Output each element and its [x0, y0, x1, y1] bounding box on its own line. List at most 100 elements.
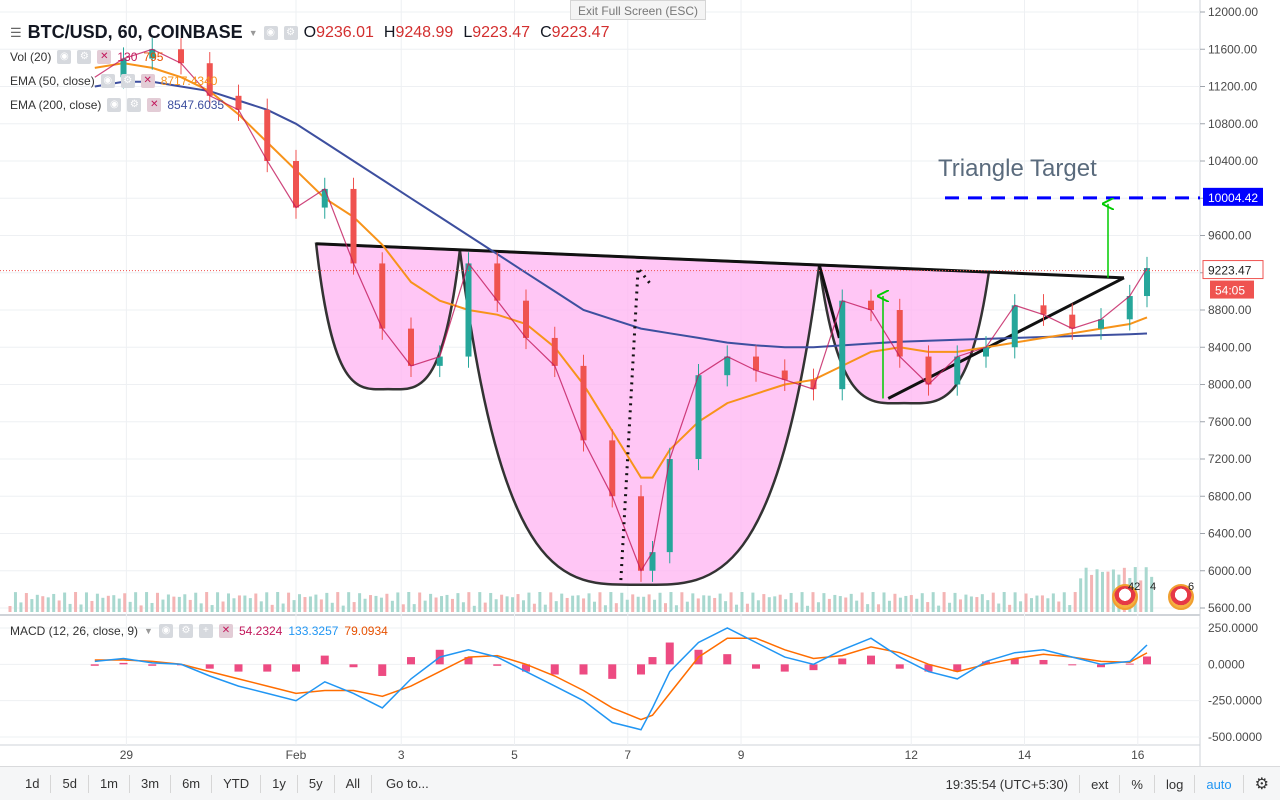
time-tick-label: Feb: [286, 748, 307, 762]
goto-button[interactable]: Go to...: [386, 776, 429, 791]
vol-label[interactable]: Vol (20): [10, 50, 52, 64]
timeframe-all[interactable]: All: [345, 776, 361, 791]
macd-histogram-bar: [1010, 658, 1019, 665]
candle-body: [436, 356, 443, 366]
volume-bar: [52, 593, 56, 612]
clock-readout[interactable]: 19:35:54 (UTC+5:30): [945, 776, 1069, 792]
macd-label[interactable]: MACD (12, 26, close, 9): [10, 624, 139, 638]
volume-bar: [177, 596, 181, 612]
volume-bar: [664, 603, 667, 612]
timeframe-separator: [333, 774, 335, 793]
ema50-hide-icon[interactable]: ◉: [100, 74, 115, 88]
ohlc-label-h: H: [383, 23, 396, 41]
handle-trendline: [817, 264, 841, 339]
macd-add-icon[interactable]: +: [198, 624, 213, 638]
log-toggle[interactable]: log: [1165, 776, 1184, 792]
volume-bar: [84, 592, 88, 612]
volume-bar: [237, 595, 241, 612]
exit-fullscreen-hint[interactable]: Exit Full Screen (ESC): [570, 0, 706, 20]
timeframe-1d[interactable]: 1d: [25, 776, 40, 791]
volume-bar: [877, 604, 881, 612]
cup-bowl: [458, 248, 821, 586]
volume-bar: [461, 602, 465, 612]
ema50-remove-icon[interactable]: ✕: [140, 74, 155, 88]
ema200-hide-icon[interactable]: ◉: [107, 98, 122, 112]
timeframe-1y[interactable]: 1y: [272, 776, 286, 791]
volume-bar: [396, 592, 400, 612]
macd-histogram-bar: [148, 664, 157, 666]
volume-bar: [1019, 601, 1023, 612]
macd-histogram-bar: [752, 664, 760, 669]
volume-bar: [887, 600, 891, 612]
volume-bar: [369, 595, 373, 612]
volume-bar: [330, 602, 334, 612]
volume-bar: [161, 599, 165, 612]
flag-icon-2[interactable]: [1168, 584, 1194, 610]
volume-bar: [866, 604, 870, 612]
time-tick-label: 7: [624, 748, 631, 762]
macd-line-value: 133.3257: [288, 624, 339, 638]
timeframe-ytd[interactable]: YTD: [223, 776, 250, 791]
volume-bar: [729, 592, 733, 612]
volume-bar: [494, 599, 498, 612]
timeframe-3m[interactable]: 3m: [141, 776, 160, 791]
symbol-title[interactable]: BTC/USD, 60, COINBASE: [27, 22, 243, 42]
ema50-label[interactable]: EMA (50, close): [10, 74, 95, 88]
macd-settings-icon[interactable]: ⚙: [178, 624, 193, 638]
timeframe-6m[interactable]: 6m: [182, 776, 201, 791]
timeframe-5y[interactable]: 5y: [308, 776, 323, 791]
time-tick-label: 14: [1018, 748, 1032, 762]
volume-bar: [674, 605, 678, 612]
vol-settings-icon[interactable]: ⚙: [77, 50, 92, 64]
countdown-box: [1210, 280, 1254, 299]
price-tick-label: 8400.00: [1208, 340, 1252, 354]
volume-bar: [653, 599, 657, 612]
price-tick-label: 11600.00: [1208, 42, 1257, 56]
percent-toggle[interactable]: %: [1131, 776, 1143, 792]
volume-bar: [287, 592, 291, 612]
flag-icon-1[interactable]: [1112, 584, 1138, 610]
volume-bar: [855, 600, 859, 612]
macd-tick-label: 250.0000: [1208, 621, 1258, 635]
timeframe-5d[interactable]: 5d: [62, 776, 77, 791]
gear-icon[interactable]: ⚙: [1254, 776, 1269, 793]
time-tick-label: 5: [511, 748, 518, 762]
price-tick-label: 6000.00: [1208, 564, 1252, 578]
volume-bar: [248, 598, 252, 612]
ext-toggle[interactable]: ext: [1091, 776, 1109, 792]
ema200-settings-icon[interactable]: ⚙: [127, 98, 142, 112]
volume-bar: [707, 595, 711, 612]
price-tick-label: 7600.00: [1208, 415, 1252, 429]
vol-hide-icon[interactable]: ◉: [57, 50, 72, 64]
macd-hide-icon[interactable]: ◉: [158, 624, 173, 638]
settings-icon[interactable]: ⚙: [283, 25, 298, 40]
badge-count-3: 6: [1188, 581, 1195, 593]
volume-bar: [325, 592, 329, 612]
volume-bar: [478, 592, 482, 612]
target-price-label: 10004.42: [1208, 191, 1258, 205]
candle-body: [206, 63, 213, 96]
macd-dropdown-icon[interactable]: ▼: [144, 626, 153, 636]
volume-bar: [188, 599, 192, 612]
candle-body: [465, 263, 472, 357]
ema200-label[interactable]: EMA (200, close): [10, 98, 102, 112]
volume-bar: [1002, 592, 1006, 612]
volume-bar: [390, 600, 394, 612]
price-tick-label: 7200.00: [1208, 452, 1252, 466]
hide-icon[interactable]: ◉: [263, 25, 278, 40]
ema200-remove-icon[interactable]: ✕: [147, 98, 162, 112]
macd-remove-icon[interactable]: ✕: [218, 624, 233, 638]
ema50-settings-icon[interactable]: ⚙: [120, 74, 135, 88]
timeframe-1m[interactable]: 1m: [99, 776, 118, 791]
symbol-dropdown-icon[interactable]: ▼: [248, 27, 258, 38]
bottom-toolbar: 1d 5d 1m 3m 6m YTD 1y 5y All Go to... 19:35:54 (…: [0, 766, 1280, 800]
vol-remove-icon[interactable]: ✕: [97, 50, 112, 64]
volume-bar: [762, 594, 766, 612]
macd-histogram-bar: [522, 664, 530, 672]
volume-bar: [205, 592, 209, 612]
symbol-menu-icon[interactable]: ☰: [10, 24, 22, 40]
candle-body: [925, 356, 932, 385]
auto-toggle[interactable]: auto: [1206, 776, 1232, 792]
